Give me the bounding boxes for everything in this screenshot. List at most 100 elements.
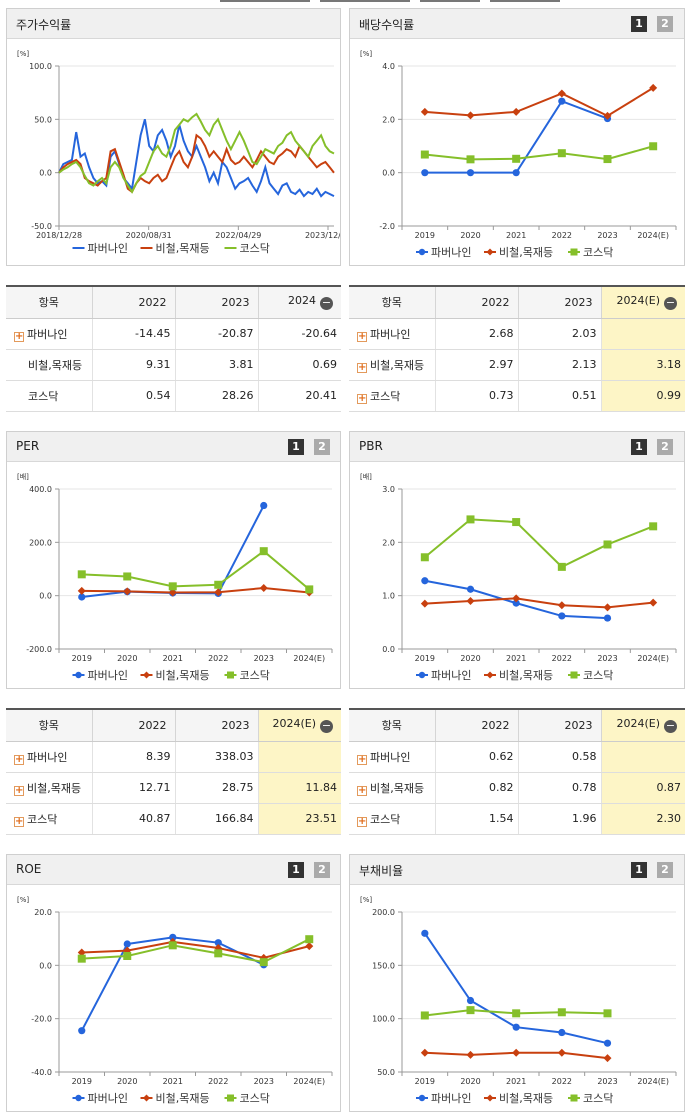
expand-plus-icon[interactable]: + (14, 784, 24, 796)
legend-item-steel[interactable]: 비철,목재등 (484, 246, 553, 259)
legend-item-paber[interactable]: 파버나인 (416, 669, 471, 682)
legend-item-paber[interactable]: 파버나인 (72, 242, 128, 255)
column-header: 항목 (349, 709, 435, 742)
legend-marker (227, 1094, 234, 1102)
legend-label: 코스닥 (583, 246, 613, 259)
legend-item-steel[interactable]: 비철,목재등 (484, 669, 553, 682)
expand-plus-icon[interactable]: + (357, 784, 367, 796)
legend-label: 비철,목재등 (499, 246, 553, 259)
row-label: 파버나인 (27, 327, 68, 341)
legend-item-steel[interactable]: 비철,목재등 (140, 669, 210, 682)
data-point-steel (603, 111, 612, 120)
pbr-chart: [배] 3.0 2.0 1.0 0.0 2019 2020 2021 2022 2023 2024(… (360, 472, 677, 682)
legend-item-steel[interactable]: 비철,목재등 (140, 242, 210, 255)
legend-item-kosdaq[interactable]: 코스닥 (224, 669, 270, 682)
data-point-paber (466, 996, 475, 1005)
row-label-cell[interactable]: + 파버나인 (349, 318, 435, 350)
collapse-minus-icon[interactable]: − (664, 296, 677, 311)
page-1-button[interactable]: 1 (631, 439, 647, 455)
expand-plus-icon[interactable]: + (357, 815, 367, 827)
pbr-panel: PBR 1 2 [배] 3.0 2.0 1.0 0.0 2019 2020 2021 2022 2… (349, 431, 685, 689)
legend-item-kosdaq[interactable]: 코스닥 (568, 669, 613, 682)
page-2-button[interactable]: 2 (657, 439, 673, 455)
data-point-steel (557, 1048, 566, 1057)
y-tick-label: 4.0 (382, 62, 395, 71)
column-header: 2022 (91, 286, 175, 319)
column-header-label: 2022 (481, 295, 510, 309)
value-cell: 40.87 (91, 803, 175, 835)
data-point-kosdaq (603, 155, 612, 164)
legend-item-kosdaq[interactable]: 코스닥 (224, 242, 270, 255)
page-1-button[interactable]: 1 (631, 862, 647, 878)
data-point-kosdaq (214, 580, 223, 589)
legend-label: 코스닥 (240, 242, 270, 255)
data-point-paber (558, 97, 566, 105)
table-header-row: 항목 2022 2023 2024(E) − (349, 709, 685, 742)
expand-plus-icon[interactable]: + (357, 392, 367, 404)
legend-item-kosdaq[interactable]: 코스닥 (568, 1092, 613, 1105)
page-1-button[interactable]: 1 (288, 862, 304, 878)
y-tick-label: 150.0 (372, 961, 395, 970)
legend-item-paber[interactable]: 파버나인 (72, 1092, 128, 1105)
collapse-minus-icon[interactable]: − (664, 719, 677, 734)
x-tick-label: 2020/08/31 (126, 231, 172, 240)
x-tick-label: 2022 (552, 231, 572, 240)
y-tick-label: -40.0 (31, 1068, 52, 1077)
value-cell: 0.62 (434, 741, 518, 773)
legend-item-kosdaq[interactable]: 코스닥 (224, 1092, 270, 1105)
value-cell: 8.39 (91, 741, 175, 773)
collapse-minus-icon[interactable]: − (320, 719, 333, 734)
expand-plus-icon[interactable]: + (357, 361, 367, 373)
row-label: 코스닥 (370, 812, 401, 826)
y-tick-label: -20.0 (31, 1015, 52, 1024)
page-2-button[interactable]: 2 (314, 439, 330, 455)
row-label-cell[interactable]: + 비철,목재등 (6, 772, 92, 804)
x-tick-label: 2021 (506, 1077, 526, 1086)
legend-item-kosdaq[interactable]: 코스닥 (568, 246, 613, 259)
legend-item-paber[interactable]: 파버나인 (416, 1092, 471, 1105)
row-label-cell[interactable]: + 파버나인 (6, 318, 92, 350)
table-row: + 비철,목재등 12.71 28.75 11.84 (6, 772, 341, 804)
series-line-steel (58, 133, 335, 194)
row-label-cell[interactable]: + 코스닥 (6, 803, 92, 835)
legend-item-steel[interactable]: 비철,목재등 (484, 1092, 553, 1105)
page-1-button[interactable]: 1 (288, 439, 304, 455)
legend-item-paber[interactable]: 파버나인 (416, 246, 471, 259)
page-1-button[interactable]: 1 (631, 16, 647, 32)
data-point-paber (466, 585, 475, 593)
data-point-kosdaq (123, 572, 132, 581)
page-2-button[interactable]: 2 (314, 862, 330, 878)
value-cell: -20.87 (174, 318, 258, 350)
y-unit-label: [%] (17, 896, 29, 904)
row-label-cell[interactable]: + 비철,목재등 (349, 349, 435, 381)
collapse-minus-icon[interactable]: − (320, 296, 333, 311)
data-point-steel (77, 586, 86, 595)
column-header-label: 항목 (381, 296, 402, 310)
expand-plus-icon[interactable]: + (14, 815, 24, 827)
legend-item-steel[interactable]: 비철,목재등 (140, 1092, 210, 1105)
legend-label: 비철,목재등 (156, 1092, 210, 1105)
x-tick-label: 2023 (597, 231, 617, 240)
expand-plus-icon[interactable]: + (14, 330, 24, 342)
row-label-cell[interactable]: + 코스닥 (349, 380, 435, 412)
row-label-cell[interactable]: + 파버나인 (6, 741, 92, 773)
table-row: + 파버나인 2.68 2.03 (349, 318, 685, 350)
row-label-cell[interactable]: + 비철,목재등 (349, 772, 435, 804)
legend-marker (418, 671, 426, 679)
expand-plus-icon[interactable]: + (14, 753, 24, 765)
legend-item-paber[interactable]: 파버나인 (72, 669, 128, 682)
legend-marker (418, 1094, 426, 1102)
page-2-button[interactable]: 2 (657, 862, 673, 878)
data-point-steel (305, 942, 314, 951)
x-tick-label: 2023/12/28 (305, 231, 340, 240)
column-header: 2024(E) − (257, 709, 341, 742)
legend-label: 파버나인 (431, 669, 471, 682)
row-label-cell[interactable]: + 파버나인 (349, 741, 435, 773)
expand-plus-icon[interactable]: + (357, 330, 367, 342)
expand-plus-icon[interactable]: + (357, 753, 367, 765)
page-2-button[interactable]: 2 (657, 16, 673, 32)
row-label-cell[interactable]: + 코스닥 (349, 803, 435, 835)
x-tick-label: 2022 (552, 654, 572, 663)
value-cell: 3.18 (600, 349, 685, 381)
data-point-kosdaq (603, 1009, 612, 1018)
